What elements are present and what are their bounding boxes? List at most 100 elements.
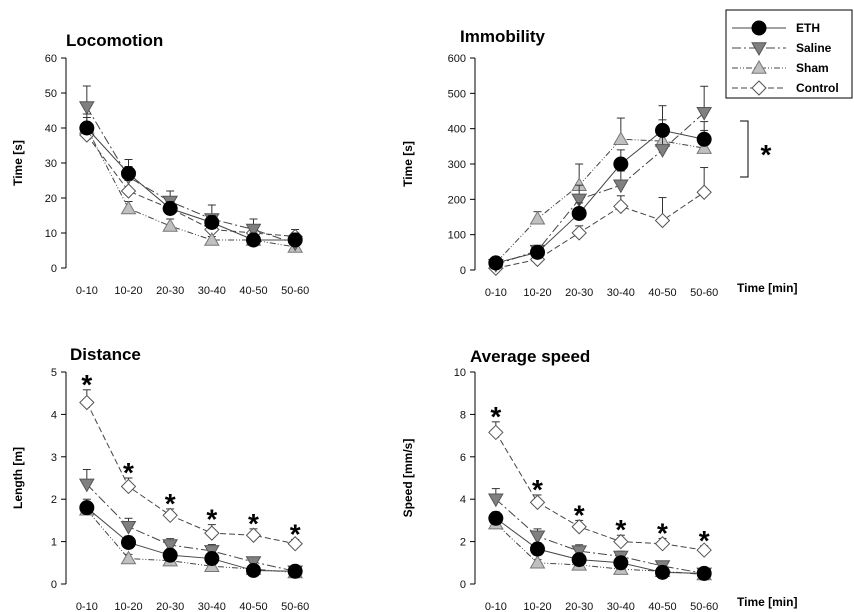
data-point [204,525,220,541]
significance-star: * [532,474,543,505]
y-tick-label: 6 [460,452,466,464]
data-point [696,542,712,558]
series-line [86,127,296,248]
data-point [529,494,546,511]
significance-star: * [574,499,585,530]
data-point [78,478,95,493]
x-tick-label: 30-40 [607,287,635,299]
data-point [696,184,712,200]
legend: ETH Saline Sham Control [725,9,853,99]
legend-entry-saline: Saline [732,41,832,57]
legend-marker [751,42,767,57]
x-tick-label: 20-30 [156,601,184,612]
y-axis-label: Length [m] [11,447,25,509]
significance-star: * [615,514,626,545]
data-point [696,565,712,581]
legend-marker [751,20,767,36]
data-point [488,424,504,441]
data-point [203,231,220,246]
data-point [121,534,136,550]
y-tick-label: 30 [45,158,57,170]
data-point [488,510,504,526]
y-tick-label: 100 [448,230,466,242]
series-line [86,484,296,572]
legend-label: Sham [796,61,829,75]
x-tick-label: 10-20 [523,287,551,299]
x-tick-label: 0-10 [76,601,98,612]
y-tick-label: 300 [448,159,466,171]
chart-panel-4: 0 2 4 6 8 10 0-10 10-20 20-30 30-40 40-50 50-60 Aver… [401,347,797,612]
y-tick-label: 0 [51,263,57,275]
series-sham [487,515,713,581]
data-point [162,201,178,216]
data-point [246,232,261,248]
y-tick-label: 10 [454,367,466,379]
data-point [78,101,95,116]
y-axis-label: Time [s] [401,141,415,187]
x-axis-label: Time [min] [737,281,797,295]
significance-star: * [657,517,668,548]
series-sham [78,117,304,253]
series-line [86,134,296,237]
series-line [86,509,296,574]
data-point [696,140,713,154]
data-point [120,550,137,565]
x-tick-label: 20-30 [565,601,593,612]
data-point [571,225,587,241]
x-tick-label: 40-50 [648,287,676,299]
y-tick-label: 0 [460,579,466,591]
data-point [162,507,178,524]
x-tick-label: 10-20 [114,601,142,612]
chart-title: Distance [70,345,141,364]
x-tick-label: 30-40 [198,601,226,612]
x-tick-label: 20-30 [156,285,184,297]
series-saline [78,85,304,252]
data-point [79,500,95,516]
legend-label: Saline [796,41,832,55]
chart-panel-3: 0 1 2 3 4 5 0-10 10-20 20-30 30-40 40-50 50-60 Dista… [11,345,309,612]
y-tick-label: 50 [45,88,57,100]
significance-star: * [165,488,176,519]
series-sham [487,117,713,269]
data-point [613,533,629,550]
y-tick-label: 5 [51,367,57,379]
data-point [120,183,137,199]
data-point [612,179,629,194]
data-point [245,527,262,543]
series-control [79,124,303,245]
data-point [696,107,713,121]
y-tick-label: 4 [460,494,466,506]
legend-entry-control: Control [732,80,839,96]
significance-star: * [206,504,217,535]
data-point [287,563,303,579]
series-line [495,138,705,264]
y-tick-label: 2 [51,494,57,506]
x-tick-label: 30-40 [607,601,635,612]
data-point [655,122,670,138]
data-point [204,551,220,567]
series-line [495,432,705,551]
series-eth [488,510,712,581]
x-tick-label: 50-60 [281,601,309,612]
significance-star: * [490,401,501,432]
data-point [204,215,220,230]
legend-entry-eth: ETH [732,20,820,36]
data-point [245,223,262,238]
y-axis-label: Time [s] [11,140,25,186]
x-tick-label: 10-20 [523,601,551,612]
data-point [245,556,262,570]
series-control [488,421,712,558]
data-point [612,131,629,146]
x-tick-label: 0-10 [485,287,507,299]
significance-star: * [123,457,134,488]
legend-box [725,9,853,99]
data-point [571,205,587,221]
data-point [696,131,712,147]
data-point [613,156,629,172]
significance-star: * [248,508,259,539]
series-line [86,106,296,244]
series-sham [78,501,304,579]
chart-panel-2: 0 100 200 300 400 500 600 0-10 10-20 20-30 30-40 40… [401,27,797,299]
data-point [79,394,95,411]
